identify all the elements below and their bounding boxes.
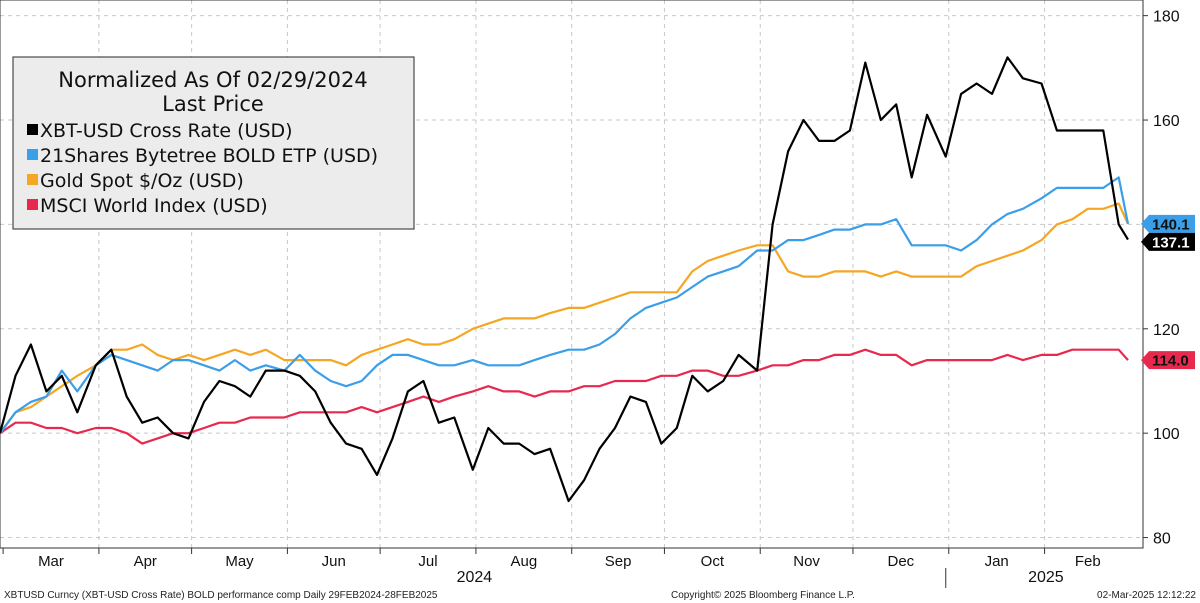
series-lines: [0, 56, 1130, 503]
legend-swatch: [27, 199, 38, 210]
x-tick-label: Sep: [605, 553, 632, 570]
legend-title: Normalized As Of 02/29/2024: [58, 68, 367, 92]
y-tick-label: 120: [1153, 322, 1180, 339]
legend-subtitle: Last Price: [162, 92, 264, 116]
x-tick-label: Mar: [38, 553, 64, 570]
legend-swatch: [27, 149, 38, 160]
series-line: [0, 176, 1130, 434]
last-value-flag: [1141, 351, 1195, 370]
footer: XBTUSD Curncy (XBT-USD Cross Rate) BOLD …: [4, 590, 1196, 601]
last-value-text: 114.0: [1152, 353, 1189, 370]
y-tick-label: 100: [1153, 426, 1180, 443]
last-value-text: 140.1: [1152, 216, 1190, 233]
year-labels: 2024 2025: [457, 568, 1064, 588]
x-axis-ticks: Mar Apr May Jun Jul Aug Sep Oct Nov Dec Jan Feb: [2, 548, 1101, 570]
last-value-flag: [1141, 214, 1195, 233]
y-tick-label: 160: [1153, 113, 1180, 130]
x-tick-label: May: [225, 553, 254, 570]
x-tick-label: Nov: [793, 553, 820, 570]
footer-timestamp: 02-Mar-2025 12:12:22: [1097, 590, 1196, 601]
footer-copyright: Copyright© 2025 Bloomberg Finance L.P.: [671, 590, 855, 601]
footer-source: XBTUSD Curncy (XBT-USD Cross Rate) BOLD …: [4, 590, 438, 601]
y-tick-label: 80: [1153, 531, 1171, 548]
x-tick-label: Jan: [985, 553, 1009, 570]
x-tick-label: Dec: [888, 553, 915, 570]
last-value-text: 137.1: [1152, 234, 1190, 251]
x-tick-label: Jun: [322, 553, 346, 570]
legend-swatch: [27, 124, 38, 135]
series-line: [0, 202, 1130, 434]
legend-label: MSCI World Index (USD): [40, 195, 268, 217]
series-line: [0, 56, 1129, 503]
last-value-label: 137.1: [1141, 232, 1195, 251]
last-value-flag: [1141, 232, 1195, 251]
x-tick-label: Apr: [134, 553, 157, 570]
year-label: 2024: [457, 569, 493, 586]
legend-label: Gold Spot $/Oz (USD): [40, 170, 244, 192]
year-label: 2025: [1028, 569, 1064, 586]
legend-label: 21Shares Bytetree BOLD ETP (USD): [40, 145, 378, 167]
legend-swatch: [27, 174, 38, 185]
series-line: [0, 348, 1129, 445]
x-tick-label: Jul: [418, 553, 437, 570]
x-tick-label: Aug: [510, 553, 537, 570]
x-tick-label: Oct: [701, 553, 725, 570]
legend: Normalized As Of 02/29/2024 Last Price X…: [12, 56, 415, 230]
y-tick-label: 180: [1153, 9, 1180, 26]
y-axis-ticks: 80100120140160180: [1143, 9, 1180, 548]
legend-box: [12, 56, 415, 230]
last-value-label: 114.0: [1141, 351, 1195, 370]
x-tick-label: Feb: [1075, 553, 1101, 570]
legend-label: XBT-USD Cross Rate (USD): [40, 120, 293, 142]
legend-items: XBT-USD Cross Rate (USD) 21Shares Bytetre…: [27, 120, 378, 217]
last-value-label: 140.1: [1141, 214, 1195, 233]
